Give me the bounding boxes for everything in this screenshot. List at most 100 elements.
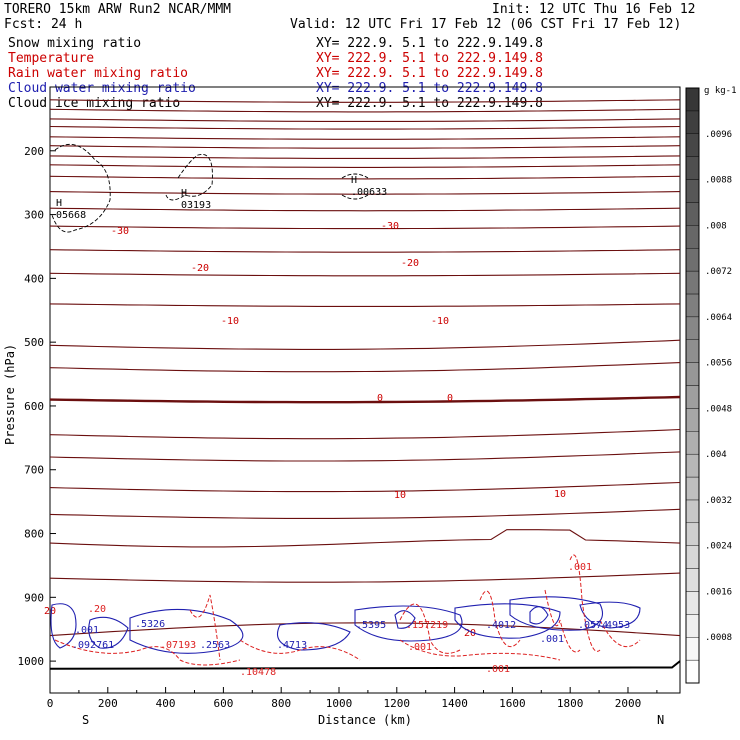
colorbar-cell [685, 499, 700, 524]
isotherm-label: 10 [394, 490, 406, 501]
south-end-label: S [82, 713, 89, 727]
colorbar-cell [685, 545, 700, 569]
rain-contour [54, 639, 241, 666]
colorbar-cell [685, 362, 700, 386]
colorbar-cell [685, 659, 700, 684]
isotherm-line [49, 395, 681, 404]
valid-time: Valid: 12 UTC Fri 17 Feb 12 (06 CST Fri … [290, 17, 681, 32]
isotherm-line [49, 339, 681, 350]
x-tick-label: 1400 [441, 697, 468, 710]
isotherm-line [49, 529, 681, 548]
colorbar-cell [685, 385, 700, 409]
isotherm-line [49, 451, 681, 462]
colorbar-unit: g kg-1 [704, 86, 737, 96]
forecast-hour: Fcst: 24 h [4, 17, 82, 32]
colorbar-label: .0064 [705, 313, 732, 323]
colorbar-cell [685, 568, 700, 592]
colorbar-cell [685, 293, 700, 318]
field-xy: XY= 222.9. 5.1 to 222.9.149.8 [316, 36, 543, 51]
cloud-water-label: .0574 [578, 620, 608, 631]
isotherm-label: -20 [401, 258, 419, 269]
rain-label: .20 [88, 604, 106, 615]
rain-label: .157219 [406, 620, 448, 631]
x-tick-label: 800 [271, 697, 291, 710]
colorbar-label: .008 [705, 221, 727, 231]
isotherm-line [49, 108, 681, 113]
init-time: Init: 12 UTC Thu 16 Feb 12 [492, 2, 696, 17]
colorbar-label: .0088 [705, 176, 732, 186]
isotherm-label: -30 [381, 221, 399, 232]
rain-contour [189, 594, 221, 661]
isotherm-line [49, 303, 681, 307]
x-tick-label: 600 [213, 697, 233, 710]
x-tick-label: 400 [156, 697, 176, 710]
isotherm-line [49, 272, 681, 277]
field-xy: XY= 222.9. 5.1 to 222.9.149.8 [316, 96, 543, 111]
colorbar: g kg-1 .0096 .0088 .008 .0072 .0064 .0056 .0048… [685, 86, 737, 684]
colorbar-cell [685, 614, 700, 638]
isotherm-label: 0 [447, 393, 453, 404]
rain-contour [239, 639, 361, 661]
x-tick-label: 1200 [384, 697, 411, 710]
cloud-water-contour [354, 605, 463, 642]
plot-area: 0 200 400 600 800 1000 1200 1400 1600 1800 2000200… [18, 86, 681, 710]
cloud-water-label: .4953 [600, 620, 630, 631]
snow-contour [165, 153, 213, 201]
rain-contour [599, 619, 641, 648]
y-tick-label: 600 [24, 400, 44, 413]
y-tick-label: 900 [24, 591, 44, 604]
field-xy: XY= 222.9. 5.1 to 222.9.149.8 [316, 66, 543, 81]
colorbar-label: .0072 [705, 267, 732, 277]
field-xy: XY= 222.9. 5.1 to 222.9.149.8 [316, 81, 543, 96]
y-tick-label: 200 [24, 145, 44, 158]
snow-max-label: .00633 [351, 187, 387, 198]
isotherm-line [49, 99, 681, 103]
x-tick-label: 0 [47, 697, 54, 710]
rain-contour [399, 639, 561, 661]
rain-contour [479, 590, 521, 648]
isotherm-label: 10 [554, 489, 566, 500]
cloud-water-label: .5326 [135, 619, 165, 630]
isotherm-line [49, 145, 681, 149]
colorbar-label: .0056 [705, 359, 732, 369]
north-end-label: N [657, 713, 664, 727]
isotherm-line [49, 164, 681, 168]
rain-label: .10478 [240, 667, 276, 678]
rain-label: .001 [568, 562, 592, 573]
y-tick-label: 700 [24, 464, 44, 477]
y-tick-label: 300 [24, 209, 44, 222]
colorbar-cell [685, 87, 700, 112]
rain-label: .07193 [160, 640, 196, 651]
cloud-water-label: .5395 [356, 620, 386, 631]
isotherm-line [49, 428, 681, 440]
colorbar-label: .0096 [705, 130, 732, 140]
y-tick-label: 800 [24, 528, 44, 541]
cloud-water-label: .4012 [486, 620, 516, 631]
field-name: Cloud water mixing ratio [8, 81, 196, 96]
y-tick-label: 1000 [18, 655, 45, 668]
colorbar-label: .004 [705, 450, 727, 460]
snow-contour [341, 173, 369, 200]
model-title: TORERO 15km ARW Run2 NCAR/MMM [4, 2, 231, 17]
x-tick-label: 1600 [499, 697, 526, 710]
colorbar-cell [685, 476, 700, 501]
colorbar-label: .0008 [705, 633, 732, 643]
surface-line [49, 660, 681, 670]
colorbar-cell [685, 408, 700, 432]
isotherm-line [49, 362, 681, 373]
isotherm-line [49, 225, 681, 230]
isotherm-label: 0 [377, 393, 383, 404]
cloud-water-contour [129, 608, 244, 654]
x-tick-label: 2000 [615, 697, 642, 710]
isotherm-label: -10 [431, 316, 449, 327]
colorbar-cell [685, 156, 700, 180]
cloud-water-contour [529, 606, 549, 625]
isotherm-line [49, 191, 681, 195]
x-tick-label: 1800 [557, 697, 584, 710]
colorbar-frame [685, 87, 700, 684]
colorbar-cell [685, 202, 700, 226]
colorbar-cell [685, 316, 700, 340]
colorbar-cell [685, 133, 700, 157]
colorbar-cell [685, 225, 700, 249]
